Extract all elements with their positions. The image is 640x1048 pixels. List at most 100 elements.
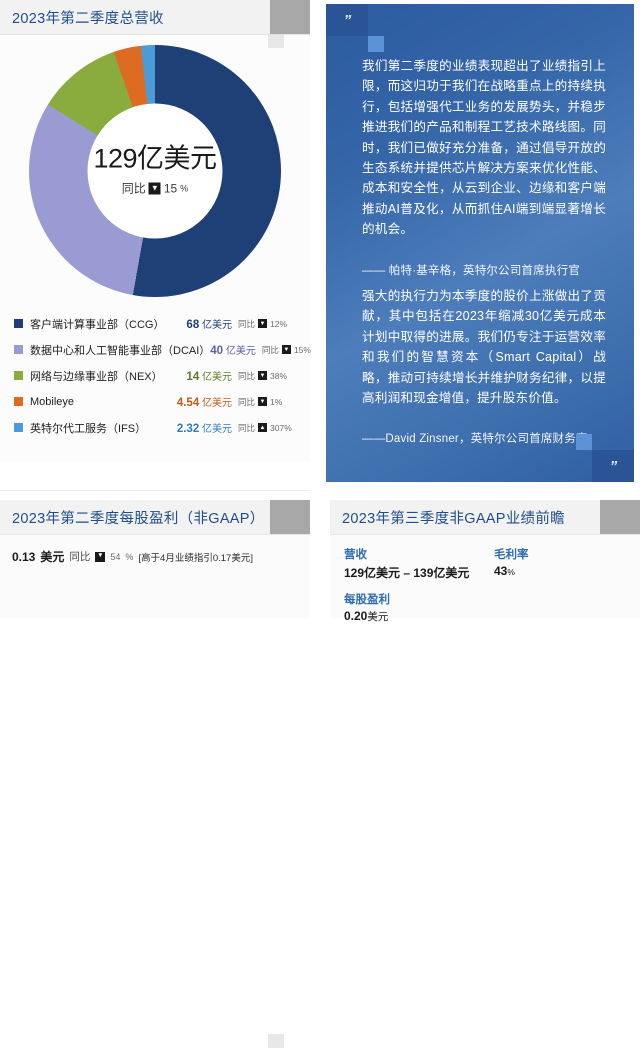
eps-unit: 美元 <box>40 550 65 564</box>
legend-item-delta: 同比 ▼ 12% <box>238 318 300 330</box>
revenue-card-title: 2023年第二季度总营收 <box>12 10 164 27</box>
legend-delta-value: 38% <box>270 370 288 381</box>
outlook-revenue-label: 营收 <box>344 549 367 561</box>
eps-card-title: 2023年第二季度每股盈利（非GAAP） <box>12 510 265 527</box>
legend-value-unit: 亿美元 <box>199 398 232 409</box>
legend-delta-value: 15% <box>293 344 311 355</box>
legend-item: 客户端计算事业部（CCG） 68 亿美元 同比 ▼ 12% <box>14 313 300 334</box>
quote-text-cfo: 强大的执行力为本季度的股价上涨做出了贡献，其中包括在2023年缩减30亿美元成本… <box>362 289 606 405</box>
quote-attribution-ceo: —— 帕特·基辛格，英特尔公司首席执行官 <box>362 264 581 277</box>
legend-color-swatch <box>14 423 23 432</box>
donut-total-value: 129亿美元 <box>93 143 217 174</box>
outlook-revenue-value: 129亿美元 – 139亿美元 <box>344 566 470 580</box>
outlook-metric-eps: 每股盈利 0.20美元 <box>344 591 494 624</box>
outlook-metric-empty <box>494 591 640 624</box>
legend-value-unit: 亿美元 <box>199 424 232 435</box>
revenue-legend: 客户端计算事业部（CCG） 68 亿美元 同比 ▼ 12% 数据中心和人工智能事业部（DC… <box>14 313 311 438</box>
eps-card: 2023年第二季度每股盈利（非GAAP） 0.13 美元 同比 ▼ 54% [高… <box>0 500 310 1048</box>
quote-block-ceo: 我们第二季度的业绩表现超出了业绩指引上限，而这归功于我们在战略重点上的持续执行，… <box>362 56 606 278</box>
triangle-down-icon: ▼ <box>258 397 268 406</box>
triangle-down-icon: ▼ <box>258 371 268 380</box>
legend-color-swatch <box>14 397 23 406</box>
outlook-margin-unit: % <box>507 567 515 577</box>
donut-yoy-unit: % <box>180 183 189 193</box>
legend-compare-label: 同比 <box>238 422 256 433</box>
legend-color-swatch <box>14 319 23 328</box>
eps-body: 0.13 美元 同比 ▼ 54% [高于4月业绩指引0.17美元] <box>0 535 310 565</box>
executive-quotes-card: ” 我们第二季度的业绩表现超出了业绩指引上限，而这归功于我们在战略重点上的持续执… <box>320 0 640 490</box>
legend-item-delta: 同比 ▲ 307% <box>238 422 300 434</box>
revenue-card-title-bar: 2023年第二季度总营收 <box>0 0 310 35</box>
eps-compare-label: 同比 <box>69 551 91 563</box>
legend-value-number: 40 <box>210 345 224 357</box>
legend-delta-value: 12% <box>270 318 288 329</box>
outlook-metrics-grid: 营收 129亿美元 – 139亿美元 毛利率 43% 每股盈利 0.20美元 <box>330 535 640 624</box>
section-divider <box>0 490 310 491</box>
eps-title-gray-accent-block <box>270 500 310 534</box>
outlook-title-gray-accent-block <box>600 500 640 534</box>
triangle-up-icon: ▲ <box>258 423 268 432</box>
donut-yoy-change: 同比 ▼ 15% <box>122 180 188 197</box>
legend-value-number: 68 <box>186 319 200 331</box>
quote-text-ceo: 我们第二季度的业绩表现超出了业绩指引上限，而这归功于我们在战略重点上的持续执行，… <box>362 59 606 237</box>
outlook-margin-value: 43% <box>494 564 640 578</box>
legend-item-delta: 同比 ▼ 38% <box>238 370 300 382</box>
revenue-card: 2023年第二季度总营收 129亿美元 同比 ▼ 15% 客户端计算事业部（CC… <box>0 0 311 462</box>
title-gray-shadow <box>268 34 284 48</box>
legend-value-number: 4.54 <box>176 397 200 409</box>
outlook-metric-gross-margin: 毛利率 43% <box>494 546 640 581</box>
legend-value-unit: 亿美元 <box>199 320 232 331</box>
triangle-down-icon: ▼ <box>281 345 291 354</box>
legend-item: 网络与边缘事业部（NEX） 14 亿美元 同比 ▼ 38% <box>14 365 300 386</box>
legend-item-value: 4.54 亿美元 <box>177 394 232 409</box>
quote-mark-open-icon: ” <box>326 4 368 36</box>
outlook-eps-value: 0.20美元 <box>344 609 494 624</box>
triangle-down-icon: ▼ <box>148 182 161 194</box>
outlook-metric-revenue: 营收 129亿美元 – 139亿美元 <box>344 546 494 581</box>
accent-square-bottom-right <box>576 434 592 450</box>
legend-compare-label: 同比 <box>261 344 279 355</box>
legend-value-unit: 亿美元 <box>223 346 256 357</box>
quote-block-cfo: 强大的执行力为本季度的股价上涨做出了贡献，其中包括在2023年缩减30亿美元成本… <box>362 286 606 446</box>
donut-yoy-value: 15 <box>163 181 178 195</box>
legend-compare-label: 同比 <box>238 370 256 381</box>
legend-item-value: 2.32 亿美元 <box>177 420 232 435</box>
revenue-donut-chart: 129亿美元 同比 ▼ 15% <box>29 45 281 297</box>
legend-value-number: 14 <box>186 371 200 383</box>
outlook-card-title-bar: 2023年第三季度非GAAP业绩前瞻 <box>330 500 640 535</box>
quote-mark-close-icon: ” <box>592 450 634 482</box>
eps-title-gray-shadow <box>268 1034 284 1048</box>
eps-delta-unit: % <box>125 551 134 562</box>
legend-delta-value: 1% <box>270 396 283 407</box>
outlook-eps-number: 0.20 <box>344 609 368 623</box>
legend-item: 英特尔代工服务（IFS） 2.32 亿美元 同比 ▲ 307% <box>14 417 300 438</box>
outlook-eps-label: 每股盈利 <box>344 594 390 606</box>
eps-value: 0.13 <box>12 549 36 564</box>
quote-attribution-cfo: ——David Zinsner，英特尔公司首席财务官 <box>362 433 588 446</box>
outlook-margin-number: 43 <box>494 564 508 578</box>
legend-item-value: 68 亿美元 <box>186 316 232 331</box>
legend-item-label: 数据中心和人工智能事业部（DCAI） <box>30 344 211 357</box>
eps-guidance-note: [高于4月业绩指引0.17美元] <box>138 552 253 564</box>
legend-item-label: 英特尔代工服务（IFS） <box>30 422 147 435</box>
accent-square-top-left <box>368 36 384 52</box>
outlook-card-title: 2023年第三季度非GAAP业绩前瞻 <box>342 510 565 527</box>
legend-item: 数据中心和人工智能事业部（DCAI） 40 亿美元 同比 ▼ 15% <box>14 339 311 360</box>
quote-panel: ” 我们第二季度的业绩表现超出了业绩指引上限，而这归功于我们在战略重点上的持续执… <box>326 4 634 482</box>
legend-item-delta: 同比 ▼ 15% <box>262 344 311 356</box>
legend-color-swatch <box>14 345 23 354</box>
legend-item-label: 网络与边缘事业部（NEX） <box>30 370 163 383</box>
outlook-margin-label: 毛利率 <box>494 549 529 561</box>
donut-yoy-label: 同比 <box>121 181 146 196</box>
eps-card-title-bar: 2023年第二季度每股盈利（非GAAP） <box>0 500 310 535</box>
legend-value-number: 2.32 <box>176 423 200 435</box>
outlook-card: 2023年第三季度非GAAP业绩前瞻 营收 129亿美元 – 139亿美元 毛利… <box>330 500 640 623</box>
donut-center-label: 129亿美元 同比 ▼ 15% <box>87 103 223 239</box>
legend-color-swatch <box>14 371 23 380</box>
legend-item-value: 40 亿美元 <box>210 342 256 357</box>
legend-delta-value: 307% <box>270 422 292 433</box>
legend-item-value: 14 亿美元 <box>186 368 232 383</box>
legend-item-label: 客户端计算事业部（CCG） <box>30 318 165 331</box>
legend-item-label: Mobileye <box>30 395 75 408</box>
